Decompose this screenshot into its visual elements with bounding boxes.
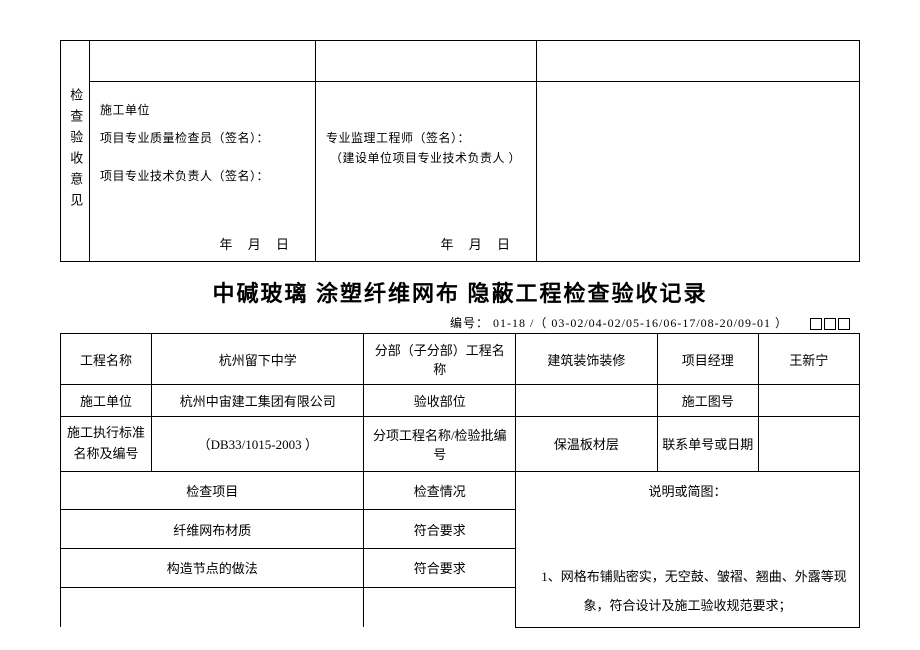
- row-standard: 施工执行标准名称及编号 （DB33/1015-2003 ） 分项工程名称/检验批…: [61, 417, 860, 472]
- label-subitem: 分项工程名称/检验批编号: [364, 417, 516, 472]
- signature-block: 检查验收意见 施工单位 项目专业质量检查员（签名）： 项目专业技术负责人（签名）…: [60, 40, 860, 261]
- main-table: 工程名称 杭州留下中学 分部（子分部）工程名称 建筑装饰装修 项目经理 王新宁 …: [60, 333, 860, 628]
- row-project: 工程名称 杭州留下中学 分部（子分部）工程名称 建筑装饰装修 项目经理 王新宁: [61, 334, 860, 385]
- supervisor-sign: 专业监理工程师（签名）：: [326, 129, 470, 146]
- label-check-status: 检查情况: [364, 471, 516, 510]
- supervisor-date: 年 月 日: [440, 234, 516, 253]
- check-status-1: 符合要求: [364, 548, 516, 587]
- value-pm: 王新宁: [758, 334, 859, 385]
- value-accept-part: [516, 385, 658, 417]
- constructor-date: 年 月 日: [219, 234, 295, 253]
- row-constructor: 施工单位 杭州中宙建工集团有限公司 验收部位 施工图号: [61, 385, 860, 417]
- constructor-sign-col: 施工单位 项目专业质量检查员（签名）： 项目专业技术负责人（签名）： 年 月 日: [90, 41, 316, 261]
- value-subitem: 保温板材层: [516, 417, 658, 472]
- label-check-item: 检查项目: [61, 471, 364, 510]
- label-accept-part: 验收部位: [364, 385, 516, 417]
- label-pm: 项目经理: [657, 334, 758, 385]
- value-standard: （DB33/1015-2003 ）: [152, 417, 364, 472]
- tech-lead-sign: 项目专业技术负责人（签名）：: [100, 167, 269, 184]
- code-line: 编号： 01-18 /（ 03-02/04-02/05-16/06-17/08-…: [60, 314, 860, 331]
- label-subpart: 分部（子分部）工程名称: [364, 334, 516, 385]
- label-drawing-no: 施工图号: [657, 385, 758, 417]
- label-contact: 联系单号或日期: [657, 417, 758, 472]
- blank-sign-col: [537, 41, 859, 261]
- value-subpart: 建筑装饰装修: [516, 334, 658, 385]
- label-project-name: 工程名称: [61, 334, 152, 385]
- owner-tech-lead: （建设单位项目专业技术负责人 ）: [330, 149, 521, 166]
- check-status-0: 符合要求: [364, 510, 516, 549]
- record-title: 中碱玻璃 涂塑纤维网布 隐蔽工程检查验收记录: [60, 276, 860, 308]
- supervisor-sign-col: 专业监理工程师（签名）： （建设单位项目专业技术负责人 ） 年 月 日: [316, 41, 537, 261]
- note-label: 说明或简图：: [520, 478, 855, 507]
- side-label: 检查验收意见: [61, 41, 90, 261]
- value-project-name: 杭州留下中学: [152, 334, 364, 385]
- label-constructor: 施工单位: [61, 385, 152, 417]
- check-item-1: 构造节点的做法: [61, 548, 364, 587]
- value-drawing-no: [758, 385, 859, 417]
- check-item-0: 纤维网布材质: [61, 510, 364, 549]
- checkbox-2: [824, 318, 836, 330]
- note-text: 1、网格布铺贴密实，无空鼓、皱褶、翘曲、外露等现象，符合设计及施工验收规范要求；: [520, 563, 855, 620]
- side-label-text: 检查验收意见: [61, 88, 90, 214]
- checkbox-3: [838, 318, 850, 330]
- value-constructor: 杭州中宙建工集团有限公司: [152, 385, 364, 417]
- value-contact: [758, 417, 859, 472]
- quality-inspector-sign: 项目专业质量检查员（签名）：: [100, 129, 269, 146]
- checkbox-1: [810, 318, 822, 330]
- note-cell: 说明或简图： 1、网格布铺贴密实，无空鼓、皱褶、翘曲、外露等现象，符合设计及施工…: [516, 471, 860, 627]
- constructor-unit: 施工单位: [100, 101, 150, 118]
- row-check-header: 检查项目 检查情况 说明或简图： 1、网格布铺贴密实，无空鼓、皱褶、翘曲、外露等…: [61, 471, 860, 510]
- label-standard: 施工执行标准名称及编号: [61, 417, 152, 472]
- code-text: 编号： 01-18 /（ 03-02/04-02/05-16/06-17/08-…: [450, 316, 788, 330]
